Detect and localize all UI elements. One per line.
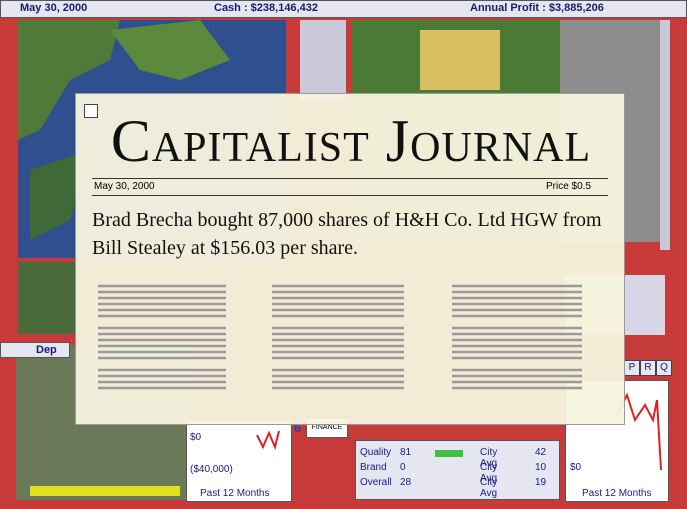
- rating-bar: [435, 450, 463, 457]
- chart-label: ($40,000): [190, 464, 233, 475]
- rating-cell: Quality: [360, 447, 391, 458]
- annual-profit: Annual Profit : $3,885,206: [470, 2, 604, 14]
- chart-label: $0: [570, 462, 581, 473]
- rating-cell: 10: [535, 462, 546, 473]
- button[interactable]: P: [624, 360, 640, 376]
- chart-label: $0: [190, 432, 201, 443]
- rating-cell: Brand: [360, 462, 387, 473]
- article-columns: [76, 94, 626, 426]
- cash: Cash : $238,146,432: [214, 2, 318, 14]
- rating-cell: 19: [535, 477, 546, 488]
- chart-caption: Past 12 Months: [582, 488, 651, 499]
- tab-panel: [0, 342, 70, 358]
- button[interactable]: R: [640, 360, 656, 376]
- date: May 30, 2000: [20, 2, 87, 14]
- rating-cell: 81: [400, 447, 411, 458]
- chart-caption: Past 12 Months: [200, 488, 269, 499]
- rating-cell: Overall: [360, 477, 392, 488]
- game-screen: May 30, 2000 Cash : $238,146,432 Annual …: [0, 0, 687, 509]
- rating-cell: 0: [400, 462, 406, 473]
- rating-cell: 28: [400, 477, 411, 488]
- chart-line: [255, 425, 290, 455]
- dep-tab[interactable]: Dep: [36, 344, 57, 356]
- rating-cell: City Avg: [480, 477, 497, 499]
- rating-cell: 42: [535, 447, 546, 458]
- button[interactable]: Q: [656, 360, 672, 376]
- newspaper: Capitalist Journal May 30, 2000 Price $0…: [75, 93, 625, 425]
